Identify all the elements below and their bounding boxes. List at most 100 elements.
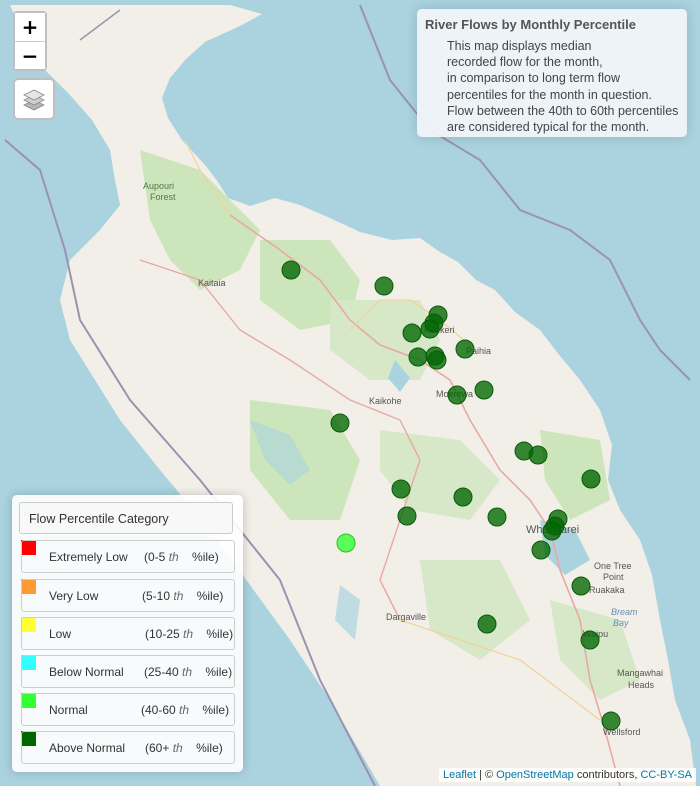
range-th: th [168, 550, 179, 564]
place-label: Wellsford [603, 727, 641, 737]
legend-item-box [21, 540, 235, 573]
info-line: percentiles for the month in question. [447, 87, 652, 102]
range-start: (40-60 [141, 703, 176, 717]
legend-item-box [21, 693, 235, 726]
info-line: This map displays median [447, 39, 592, 53]
station-marker[interactable] [455, 339, 475, 359]
license-link[interactable]: CC-BY-SA [640, 769, 692, 781]
range-end: %ile) [205, 665, 233, 679]
legend-item-label: Extremely Low [49, 550, 128, 564]
station-marker[interactable] [427, 350, 447, 370]
station-marker[interactable] [330, 413, 350, 433]
info-line: recorded flow for the month, [447, 55, 603, 70]
legend-item-range: (40-60 th %ile) [141, 703, 229, 717]
place-label: Kaikohe [369, 396, 402, 406]
legend-item-range: (25-40 th %ile) [144, 665, 232, 679]
info-description: This map displays median recorded flow f… [447, 38, 687, 135]
station-marker[interactable] [542, 521, 562, 541]
legend-swatch [21, 617, 36, 632]
place-label: One Tree [594, 561, 632, 571]
zoom-out-button[interactable]: − [15, 41, 45, 69]
station-marker[interactable] [408, 347, 428, 367]
place-label: Mangawhai [617, 668, 664, 678]
legend-item-label: Normal [49, 703, 88, 717]
range-th: th [182, 665, 193, 679]
range-th: th [173, 589, 184, 603]
station-marker[interactable] [420, 319, 440, 339]
legend-swatch [21, 540, 36, 555]
legend-item-box [21, 655, 235, 688]
range-end: %ile) [206, 627, 234, 641]
legend-swatch [21, 655, 36, 670]
place-label: Paihia [466, 346, 492, 356]
info-line: are considered typical for the month. [447, 120, 650, 135]
place-label: Forest [150, 192, 176, 202]
place-label: Bay [613, 618, 629, 628]
legend-item-above-normal: Above Normal (60+ th %ile) [19, 731, 237, 764]
attribution-sep: | © [476, 769, 497, 781]
legend-item-normal: Normal (40-60 th %ile) [19, 693, 237, 726]
legend-item-label: Low [49, 627, 72, 641]
legend-item-range: (5-10 th %ile) [142, 589, 223, 603]
range-start: (10-25 [145, 627, 180, 641]
place-label: Kaitaia [198, 278, 226, 288]
station-marker[interactable] [531, 540, 551, 560]
station-marker[interactable] [402, 323, 422, 343]
station-marker[interactable] [580, 630, 600, 650]
station-marker[interactable] [528, 445, 548, 465]
range-end: %ile) [196, 741, 223, 755]
info-title: River Flows by Monthly Percentile [425, 17, 636, 32]
station-marker[interactable] [391, 479, 411, 499]
legend-title: Flow Percentile Category [19, 502, 233, 534]
place-label: Bream [611, 607, 638, 617]
legend: Flow Percentile Category Extremely Low (… [12, 495, 243, 772]
range-start: (5-10 [142, 589, 171, 603]
place-label: Point [603, 572, 624, 582]
leaflet-link[interactable]: Leaflet [442, 769, 476, 781]
legend-item-very-low: Very Low (5-10 th %ile) [19, 579, 237, 612]
zoom-control: + − [13, 11, 47, 71]
station-marker[interactable] [374, 276, 394, 296]
station-marker[interactable] [477, 614, 497, 634]
station-marker[interactable] [281, 260, 301, 280]
station-marker[interactable] [453, 487, 473, 507]
range-end: %ile) [202, 703, 230, 717]
legend-item-range: (10-25 th %ile) [145, 627, 233, 641]
place-label: Dargaville [386, 612, 427, 622]
legend-item-below-normal: Below Normal (25-40 th %ile) [19, 655, 237, 688]
legend-item-range: (60+ th %ile) [145, 741, 223, 755]
info-panel: River Flows by Monthly Percentile This m… [417, 9, 687, 137]
station-marker[interactable] [397, 506, 417, 526]
legend-item-box [21, 731, 235, 764]
range-start: (60+ [145, 741, 170, 755]
station-marker[interactable] [487, 507, 507, 527]
attribution: Leaflet | © OpenStreetMap contributors, … [438, 768, 696, 782]
legend-item-extremely-low: Extremely Low (0-5 th %ile) [19, 540, 237, 573]
station-marker[interactable] [601, 711, 621, 731]
range-end: %ile) [192, 550, 219, 564]
range-th: th [172, 741, 183, 755]
range-start: (25-40 [144, 665, 179, 679]
layers-icon [23, 89, 45, 111]
osm-link[interactable]: OpenStreetMap [496, 769, 574, 781]
station-marker[interactable] [336, 533, 356, 553]
info-line: Flow between the 40th to 60th percentile… [447, 103, 679, 118]
place-label: Heads [628, 680, 655, 690]
range-th: th [183, 627, 194, 641]
zoom-in-button[interactable]: + [15, 13, 45, 41]
range-end: %ile) [196, 589, 224, 603]
legend-swatch [21, 693, 36, 708]
range-th: th [179, 703, 190, 717]
station-marker[interactable] [581, 469, 601, 489]
legend-item-low: Low (10-25 th %ile) [19, 617, 237, 650]
legend-swatch [21, 579, 36, 594]
station-marker[interactable] [474, 380, 494, 400]
legend-item-range: (0-5 th %ile) [144, 550, 219, 564]
layers-button[interactable] [13, 78, 55, 120]
station-marker[interactable] [571, 576, 591, 596]
place-label: Ruakaka [589, 585, 625, 595]
range-start: (0-5 [144, 550, 166, 564]
station-marker[interactable] [447, 385, 467, 405]
